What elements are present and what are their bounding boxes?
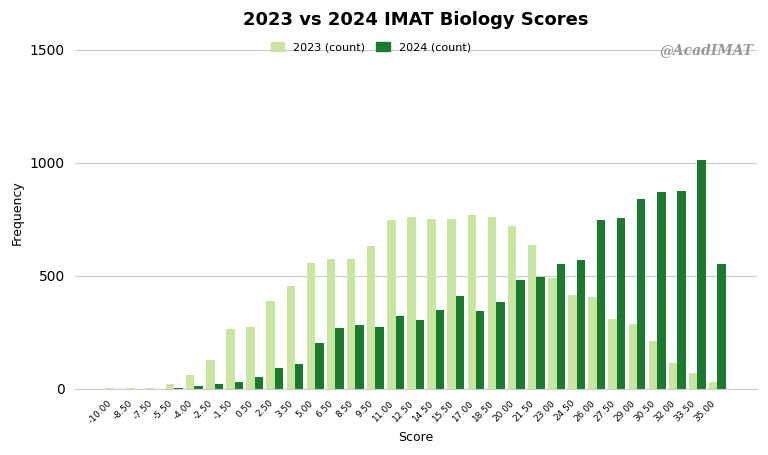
Bar (396, 316, 404, 389)
Bar (146, 388, 154, 389)
Bar (166, 384, 174, 389)
Bar (275, 368, 283, 389)
Bar (407, 217, 415, 389)
Bar (649, 341, 657, 389)
Bar (356, 325, 364, 389)
Bar (528, 245, 536, 389)
Bar (557, 264, 565, 389)
Bar (286, 286, 295, 389)
Bar (214, 384, 223, 389)
Bar (227, 329, 235, 389)
Bar (628, 324, 637, 389)
Bar (387, 220, 396, 389)
Bar (306, 263, 315, 389)
Bar (315, 344, 323, 389)
Bar (206, 360, 214, 389)
Bar (508, 226, 516, 389)
Bar (657, 192, 666, 389)
Bar (669, 363, 677, 389)
Bar (476, 311, 485, 389)
Bar (266, 301, 275, 389)
Bar (367, 246, 376, 389)
Bar (295, 364, 303, 389)
Bar (637, 199, 645, 389)
Bar (194, 386, 203, 389)
Bar (597, 220, 605, 389)
X-axis label: Score: Score (398, 431, 433, 444)
Bar (255, 377, 263, 389)
Bar (548, 278, 557, 389)
Bar (677, 191, 686, 389)
Bar (717, 264, 726, 389)
Bar (516, 280, 525, 389)
Bar (448, 219, 456, 389)
Bar (456, 296, 465, 389)
Bar (247, 327, 255, 389)
Text: @AcadIMAT: @AcadIMAT (660, 43, 753, 57)
Bar (235, 382, 243, 389)
Bar (186, 375, 194, 389)
Bar (174, 388, 183, 389)
Bar (709, 382, 717, 389)
Legend: 2023 (count), 2024 (count): 2023 (count), 2024 (count) (271, 42, 471, 52)
Bar (327, 259, 336, 389)
Bar (608, 318, 617, 389)
Bar (588, 297, 597, 389)
Bar (376, 327, 384, 389)
Bar (496, 302, 505, 389)
Bar (415, 320, 424, 389)
Bar (697, 161, 706, 389)
Bar (568, 295, 577, 389)
Bar (689, 373, 697, 389)
Bar (617, 218, 625, 389)
Bar (488, 217, 496, 389)
Bar (347, 259, 356, 389)
Bar (468, 215, 476, 389)
Bar (336, 328, 344, 389)
Bar (577, 260, 585, 389)
Bar (536, 277, 545, 389)
Bar (126, 388, 134, 389)
Title: 2023 vs 2024 IMAT Biology Scores: 2023 vs 2024 IMAT Biology Scores (243, 11, 588, 29)
Bar (435, 309, 444, 389)
Y-axis label: Frequency: Frequency (11, 180, 24, 245)
Bar (427, 219, 435, 389)
